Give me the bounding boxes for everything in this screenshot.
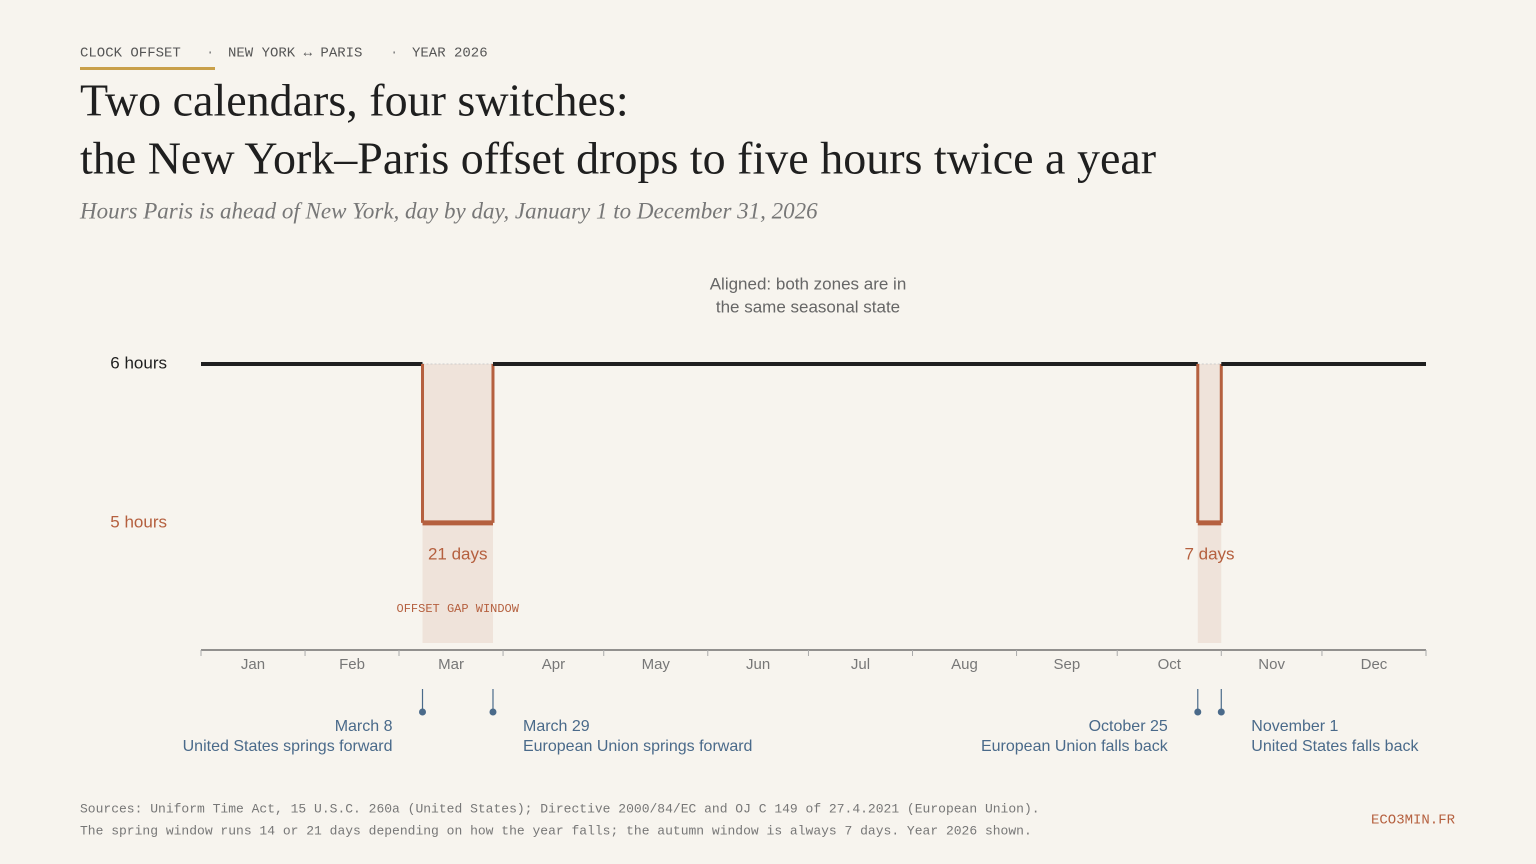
subtitle: Hours Paris is ahead of New York, day by… (79, 198, 818, 223)
gap-window (422, 364, 493, 643)
window-label: 21 days (428, 544, 488, 563)
x-tick-label: May (642, 656, 671, 673)
event-date: October 25 (1089, 718, 1168, 735)
kicker: NEW YORK ↔ PARIS (228, 46, 362, 62)
window-label: 7 days (1184, 544, 1234, 563)
x-tick-label: Feb (339, 656, 365, 673)
event-date: November 1 (1251, 718, 1338, 735)
event-label: European Union springs forward (523, 738, 752, 755)
x-tick-label: Apr (542, 656, 565, 673)
window-caption: OFFSET GAP WINDOW (397, 602, 520, 616)
title: Two calendars, four switches: (80, 75, 629, 126)
kicker: CLOCK OFFSET (80, 46, 181, 62)
x-tick-label: Mar (438, 656, 464, 673)
event-dot (419, 708, 427, 716)
x-tick-label: Nov (1258, 656, 1285, 673)
annotation: the same seasonal state (716, 297, 900, 316)
y-tick-label: 6 hours (110, 353, 167, 372)
x-tick-label: Jul (851, 656, 870, 673)
x-tick-label: Oct (1158, 656, 1182, 673)
x-tick-label: Dec (1361, 656, 1388, 673)
annotation: Aligned: both zones are in (710, 274, 907, 293)
separator: · (206, 46, 214, 62)
event-date: March 29 (523, 718, 590, 735)
event-dot (1194, 708, 1202, 716)
kicker: YEAR 2026 (412, 46, 488, 62)
event-dot (1217, 708, 1225, 716)
y-tick-label: 5 hours (110, 512, 167, 531)
event-label: United States falls back (1251, 738, 1419, 755)
separator: · (390, 46, 398, 62)
event-dot (489, 708, 497, 716)
kicker-rule (80, 67, 215, 70)
event-date: March 8 (335, 718, 393, 735)
footer-source: The spring window runs 14 or 21 days dep… (80, 823, 1032, 838)
event-label: United States springs forward (183, 738, 393, 755)
title: the New York–Paris offset drops to five … (80, 133, 1156, 184)
x-tick-label: Aug (951, 656, 978, 673)
brand: ECO3MIN.FR (1371, 813, 1456, 829)
x-tick-label: Sep (1054, 656, 1081, 673)
footer-source: Sources: Uniform Time Act, 15 U.S.C. 260… (80, 801, 1040, 816)
x-tick-label: Jan (241, 656, 265, 673)
gap-window (1197, 364, 1222, 643)
x-tick-label: Jun (746, 656, 770, 673)
event-label: European Union falls back (981, 738, 1169, 755)
